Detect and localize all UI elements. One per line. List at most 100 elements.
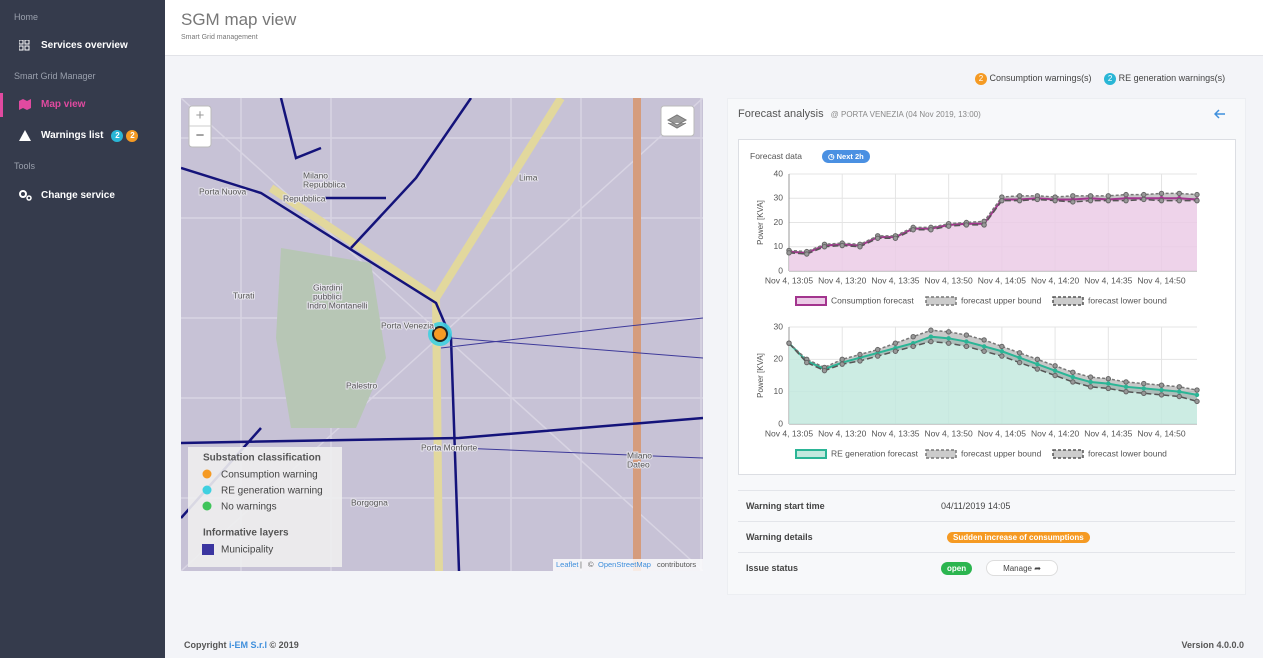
map-label: Porta Nuova <box>199 186 247 196</box>
warning-label: Consumption warnings(s) <box>989 73 1092 83</box>
map[interactable]: + − Substation classification Consumptio… <box>181 98 703 571</box>
map-label: Repubblica <box>303 179 346 189</box>
point <box>1070 369 1076 375</box>
legend-item: RE generation warning <box>221 486 323 497</box>
map-label: Porta Monforte <box>421 442 477 452</box>
y-tick-label: 10 <box>774 241 784 251</box>
forecast-panel: Forecast analysis @ PORTA VENEZIA (04 No… <box>727 98 1246 595</box>
legend-label: forecast upper bound <box>961 448 1042 458</box>
detail-row: Warning start time 04/11/2019 14:05 <box>738 490 1235 521</box>
x-tick-label: Nov 4, 14:05 <box>978 275 1026 285</box>
map-label: Porta Venezia <box>381 320 434 330</box>
point <box>1106 381 1111 386</box>
point <box>1034 366 1041 372</box>
detail-row: Issue status open Manage ➦ <box>738 552 1235 583</box>
point <box>1194 398 1200 405</box>
y-tick-label: 10 <box>774 386 784 396</box>
detail-label: Issue status <box>746 563 799 573</box>
legend-title: Informative layers <box>203 528 289 539</box>
legend-swatch <box>925 449 957 459</box>
point <box>928 227 934 233</box>
point <box>1141 390 1147 396</box>
x-tick-label: Nov 4, 13:20 <box>818 275 866 285</box>
map-legend: Substation classification Consumption wa… <box>188 447 342 567</box>
point <box>1105 385 1112 392</box>
nav-label: Change service <box>41 190 115 201</box>
zoom-control: + − <box>188 105 212 148</box>
detail-value: open <box>941 562 973 575</box>
copyright: Copyright <box>184 640 227 650</box>
point <box>999 197 1005 204</box>
x-tick-label: Nov 4, 14:20 <box>1031 275 1079 285</box>
point <box>1177 389 1182 394</box>
x-tick-label: Nov 4, 14:35 <box>1084 275 1132 285</box>
back-arrow[interactable] <box>1214 109 1226 119</box>
point <box>804 251 810 257</box>
point <box>804 359 810 366</box>
map-label: Indro Montanelli <box>307 300 368 310</box>
point <box>910 343 916 350</box>
point <box>964 339 969 344</box>
series-line <box>788 335 1198 396</box>
y-tick-label: 30 <box>774 193 784 203</box>
point <box>963 332 970 338</box>
version: Version 4.0.0.0 <box>1181 640 1244 650</box>
point <box>1123 384 1129 390</box>
icon <box>19 40 30 51</box>
point <box>981 222 987 228</box>
y-tick-label: 20 <box>774 354 784 364</box>
nav-item[interactable]: Map view <box>0 93 165 117</box>
attribution: Leaflet <box>556 560 579 569</box>
company-link[interactable]: i-EM S.r.l <box>229 640 268 650</box>
legend-swatch <box>1052 449 1084 459</box>
point <box>1070 199 1076 205</box>
y-tick-label: 30 <box>774 321 784 331</box>
series-line <box>788 192 1198 253</box>
point <box>1158 197 1165 204</box>
legend-item: No warnings <box>221 502 277 513</box>
year: © 2019 <box>269 640 299 650</box>
point <box>946 336 951 341</box>
point <box>1016 350 1023 356</box>
point <box>892 340 899 346</box>
point <box>892 235 899 241</box>
legend-item: Consumption warning <box>221 470 318 481</box>
attribution: OpenStreetMap <box>598 560 651 569</box>
point <box>1016 193 1023 199</box>
x-tick-label: Nov 4, 14:35 <box>1084 428 1132 438</box>
zoom-out[interactable]: − <box>196 127 205 144</box>
point <box>928 327 934 333</box>
layers-button[interactable] <box>660 105 695 137</box>
nav-item[interactable]: Change service <box>0 184 165 208</box>
legend-label: RE generation forecast <box>831 448 919 458</box>
legend-label: Consumption forecast <box>831 295 914 305</box>
y-tick-label: 40 <box>774 168 784 178</box>
chart-box: Forecast data ◷ Next 2h 0 10 20 30 40 Nov 4, … <box>738 139 1236 475</box>
map-label: Borgogna <box>351 497 388 507</box>
nav-label: Map view <box>41 99 86 110</box>
manage-button[interactable]: Manage ➦ <box>986 560 1058 576</box>
point <box>1017 355 1022 360</box>
panel-title: Forecast analysis @ PORTA VENEZIA (04 No… <box>738 108 981 120</box>
point <box>874 235 881 241</box>
point <box>1123 379 1129 385</box>
area <box>789 198 1197 271</box>
legend-swatch <box>1052 296 1084 306</box>
point <box>839 356 845 363</box>
point <box>1176 197 1182 204</box>
y-tick-label: 0 <box>778 265 783 275</box>
point <box>874 346 881 353</box>
attribution: | <box>580 560 582 569</box>
section-title: Smart Grid Manager <box>14 71 96 81</box>
nav-item[interactable]: Services overview <box>0 34 165 58</box>
point <box>1176 393 1182 400</box>
point <box>910 334 916 340</box>
detail-row: Warning details Sudden increase of consum… <box>738 521 1235 552</box>
nav-item[interactable]: Warnings list 2 2 <box>0 124 165 148</box>
area <box>789 336 1197 424</box>
legend-label: forecast lower bound <box>1088 295 1167 305</box>
zoom-in[interactable]: + <box>196 107 205 124</box>
point <box>857 351 863 358</box>
point <box>1194 197 1200 204</box>
point <box>1052 363 1058 369</box>
